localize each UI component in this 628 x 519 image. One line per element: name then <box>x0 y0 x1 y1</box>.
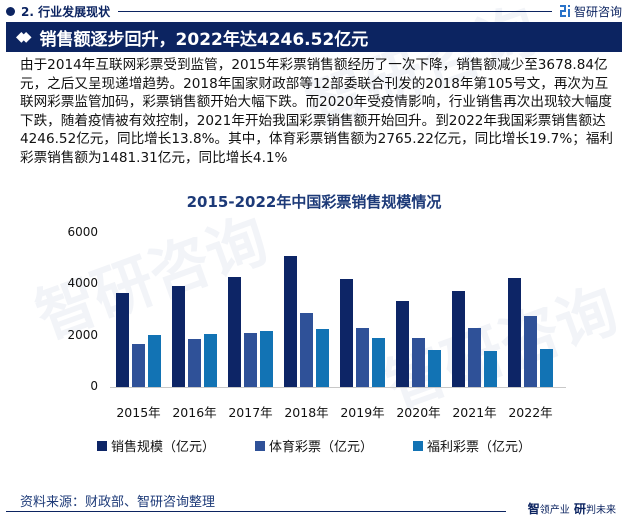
y-tick-label: 0 <box>90 379 98 393</box>
bar-welfare <box>148 335 161 387</box>
legend-label: 体育彩票（亿元） <box>268 440 373 455</box>
x-tick-label: 2015年 <box>116 405 161 420</box>
brand-name: 智研咨询 <box>573 4 622 19</box>
bar-sports <box>524 316 537 387</box>
legend-swatch-icon <box>254 440 265 451</box>
legend-label: 销售规模（亿元） <box>110 440 215 455</box>
footer-divider <box>6 511 506 512</box>
bar-welfare <box>260 331 273 387</box>
y-tick-label: 2000 <box>67 327 98 342</box>
x-axis <box>110 387 566 388</box>
x-tick-label: 2018年 <box>284 405 329 420</box>
legend-label: 福利彩票（亿元） <box>427 440 532 455</box>
legend-swatch-icon <box>96 440 107 451</box>
diamond-icon: ◆◆ <box>16 29 31 45</box>
y-tick-label: 4000 <box>67 276 98 291</box>
bullet-icon <box>6 6 15 16</box>
bar-welfare <box>316 329 329 387</box>
bar-welfare <box>540 348 553 387</box>
bar-sports <box>412 338 425 387</box>
x-tick-label: 2016年 <box>172 405 217 420</box>
bar-total <box>508 278 521 387</box>
bar-total <box>228 277 241 387</box>
bar-sports <box>468 327 481 387</box>
slogan: 智领产业 研判未来 <box>527 502 616 516</box>
bar-welfare <box>204 334 217 387</box>
chart-legend: 销售规模（亿元） 体育彩票（亿元） 福利彩票（亿元） <box>0 436 628 455</box>
bar-total <box>116 292 129 387</box>
chart-title: 2015-2022年中国彩票销售规模情况 <box>186 193 442 211</box>
x-tick-label: 2022年 <box>508 405 553 420</box>
legend-item: 销售规模（亿元） <box>96 436 215 455</box>
header-divider <box>118 10 552 12</box>
section-label: 2. 行业发展现状 <box>21 4 111 19</box>
bar-total <box>172 285 185 387</box>
bar-sports <box>356 327 369 387</box>
bar-sports <box>244 333 257 387</box>
title-bar: ◆◆ 销售额逐步回升，2022年达4246.52亿元 <box>6 22 622 52</box>
bar-welfare <box>428 349 441 387</box>
page-title: 销售额逐步回升，2022年达4246.52亿元 <box>39 29 369 50</box>
data-source: 资料来源：财政部、智研咨询整理 <box>20 495 216 510</box>
x-tick-label: 2019年 <box>340 405 385 420</box>
bar-total <box>284 255 297 387</box>
y-tick-label: 6000 <box>67 225 98 239</box>
x-tick-label: 2020年 <box>396 405 441 420</box>
brand-logo: 智研咨询 <box>559 3 622 20</box>
bar-total <box>340 278 353 387</box>
bar-sports <box>132 344 145 387</box>
x-tick-label: 2017年 <box>228 405 273 420</box>
bar-welfare <box>372 337 385 387</box>
bar-total <box>396 301 409 387</box>
legend-item: 福利彩票（亿元） <box>413 436 531 455</box>
bar-chart: 0 2000 4000 6000 2015年 2016年 2017年 2018年 2019年 20… <box>0 215 628 430</box>
bar-sports <box>188 338 201 387</box>
bar-welfare <box>484 350 497 387</box>
section-header: 2. 行业发展现状 智研咨询 <box>6 2 622 20</box>
brand-logo-icon <box>559 5 570 17</box>
legend-swatch-icon <box>413 440 423 451</box>
legend-item: 体育彩票（亿元） <box>254 436 373 455</box>
bar-sports <box>300 313 313 387</box>
x-tick-label: 2021年 <box>452 405 497 420</box>
bar-total <box>452 291 465 387</box>
body-paragraph: 由于2014年互联网彩票受到监管，2015年彩票销售额经历了一次下降，销售额减少… <box>20 57 614 166</box>
